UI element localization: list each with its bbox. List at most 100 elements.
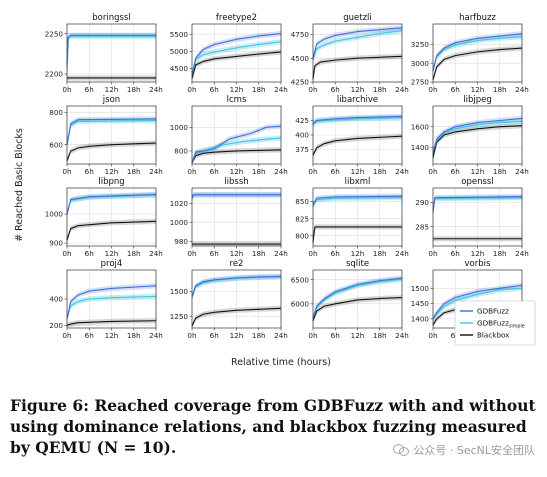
subplot-title: boringssl — [92, 13, 130, 23]
y-tick-label: 1000 — [170, 218, 189, 227]
subplot-libpng: 0h 6h 12h 18h 24h 900 1000 libpng — [45, 177, 163, 258]
subplot-sqlite: 0h 6h 12h 18h 24h 6000 6500 sqlite — [291, 259, 409, 340]
series-band-gdbfuzz — [67, 283, 156, 322]
x-tick-label: 12h — [351, 331, 365, 340]
plot-frame — [312, 269, 403, 329]
series-line-gdbfuzz — [66, 193, 157, 215]
y-tick-label: 290 — [415, 198, 429, 207]
x-tick-label: 6h — [331, 85, 340, 94]
figure-ylabel: # Reached Basic Blocks — [14, 128, 25, 242]
series-line-gdbfuzz_simple — [312, 197, 403, 207]
y-tick-label: 4750 — [291, 30, 310, 39]
series-line-gdbfuzz — [432, 117, 523, 153]
x-tick-label: 12h — [351, 249, 365, 258]
series-band-gdbfuzz — [67, 191, 156, 217]
y-tick-label: 1250 — [170, 312, 189, 321]
subplot-proj4: 0h 6h 12h 18h 24h 200 400 proj4 — [49, 259, 163, 340]
x-tick-label: 18h — [252, 249, 266, 258]
y-tick-label: 425 — [295, 116, 309, 125]
x-tick-label: 6h — [85, 167, 94, 176]
series-line-gdbfuzz_simple — [312, 117, 403, 125]
y-tick-label: 6000 — [291, 299, 310, 308]
subplot-libjpeg: 0h 6h 12h 18h 24h 1400 1600 libjpeg — [411, 95, 529, 176]
x-tick-label: 6h — [210, 85, 219, 94]
subplot-json: 0h 6h 12h 18h 24h 600 800 json — [49, 95, 163, 176]
x-tick-label: 6h — [451, 85, 460, 94]
wechat-icon — [393, 444, 410, 456]
series-line-gdbfuzz — [432, 33, 523, 71]
series-line-blackbox — [312, 226, 402, 243]
plot-frame — [312, 187, 403, 247]
y-tick-label: 1000 — [170, 123, 189, 132]
plot-frame — [66, 269, 157, 329]
series-line-gdbfuzz — [66, 285, 157, 319]
figure-chart-grid: # Reached Basic Blocks Relative time (ho… — [14, 13, 536, 368]
y-tick-label: 1600 — [411, 122, 430, 131]
y-tick-label: 5500 — [170, 30, 189, 39]
subplot-libssh: 0h 6h 12h 18h 24h 980 1000 1020 libssh — [170, 177, 288, 258]
x-tick-label: 0h — [428, 167, 437, 176]
plot-frame — [312, 105, 403, 165]
y-tick-label: 3250 — [411, 40, 430, 49]
subplot-title: guetzli — [343, 13, 372, 23]
x-tick-label: 6h — [451, 249, 460, 258]
series-line-blackbox — [191, 51, 282, 79]
series-line-blackbox — [312, 55, 403, 80]
x-tick-label: 24h — [149, 85, 163, 94]
x-tick-label: 0h — [187, 85, 196, 94]
x-tick-label: 18h — [493, 167, 507, 176]
series-line-blackbox — [312, 135, 403, 156]
y-tick-label: 1500 — [411, 284, 430, 293]
plot-frame — [432, 187, 523, 247]
x-tick-label: 0h — [308, 331, 317, 340]
series-band-blackbox — [192, 49, 281, 82]
x-tick-label: 18h — [373, 85, 387, 94]
x-tick-label: 18h — [127, 249, 141, 258]
y-tick-label: 285 — [415, 222, 429, 231]
series-line-gdbfuzz — [312, 27, 403, 59]
subplot-title: lcms — [227, 95, 247, 105]
x-tick-label: 0h — [62, 331, 71, 340]
series-band-blackbox — [192, 305, 281, 328]
subplot-freetype2: 0h 6h 12h 18h 24h 4500 5000 5500 freetype2 — [170, 13, 288, 94]
plot-frame — [66, 187, 157, 247]
y-tick-label: 1500 — [170, 287, 189, 296]
y-tick-label: 800 — [295, 231, 309, 240]
x-tick-label: 24h — [274, 331, 288, 340]
series-band-gdbfuzz — [192, 123, 281, 164]
x-tick-label: 24h — [149, 331, 163, 340]
x-tick-label: 0h — [428, 331, 437, 340]
series-line-gdbfuzz — [66, 118, 157, 145]
x-tick-label: 0h — [308, 249, 317, 258]
x-tick-label: 18h — [373, 249, 387, 258]
subplot-title: libpng — [98, 177, 124, 187]
x-tick-label: 0h — [428, 249, 437, 258]
x-tick-label: 18h — [127, 167, 141, 176]
y-tick-label: 3000 — [411, 59, 430, 68]
y-tick-label: 1000 — [45, 210, 64, 219]
series-line-gdbfuzz — [312, 277, 403, 319]
legend-label: GDBFuzz — [477, 307, 509, 316]
series-band-gdbfuzz — [192, 30, 281, 78]
x-tick-label: 24h — [395, 167, 409, 176]
x-tick-label: 24h — [395, 331, 409, 340]
y-tick-label: 1020 — [170, 199, 189, 208]
x-tick-label: 6h — [85, 85, 94, 94]
series-band-gdbfuzz_simple — [67, 192, 156, 217]
y-tick-label: 1400 — [411, 143, 430, 152]
series-line-blackbox — [191, 149, 282, 164]
x-tick-label: 6h — [85, 249, 94, 258]
y-tick-label: 2750 — [411, 78, 430, 87]
series-band-gdbfuzz — [433, 115, 522, 156]
subplot-libxml: 0h 6h 12h 18h 24h 800 825 850 libxml — [295, 177, 409, 258]
x-tick-label: 24h — [515, 167, 529, 176]
subplot-panels: 0h 6h 12h 18h 24h 2200 2250 boringssl 0h 6h 12h 18h… — [45, 13, 529, 340]
subplot-title: harfbuzz — [459, 13, 496, 23]
series-band-blackbox — [192, 147, 281, 164]
x-tick-label: 6h — [210, 167, 219, 176]
subplot-title: vorbis — [465, 259, 491, 269]
x-tick-label: 0h — [62, 249, 71, 258]
y-tick-label: 375 — [295, 145, 309, 154]
x-tick-label: 24h — [395, 85, 409, 94]
series-band-gdbfuzz_simple — [192, 135, 281, 164]
